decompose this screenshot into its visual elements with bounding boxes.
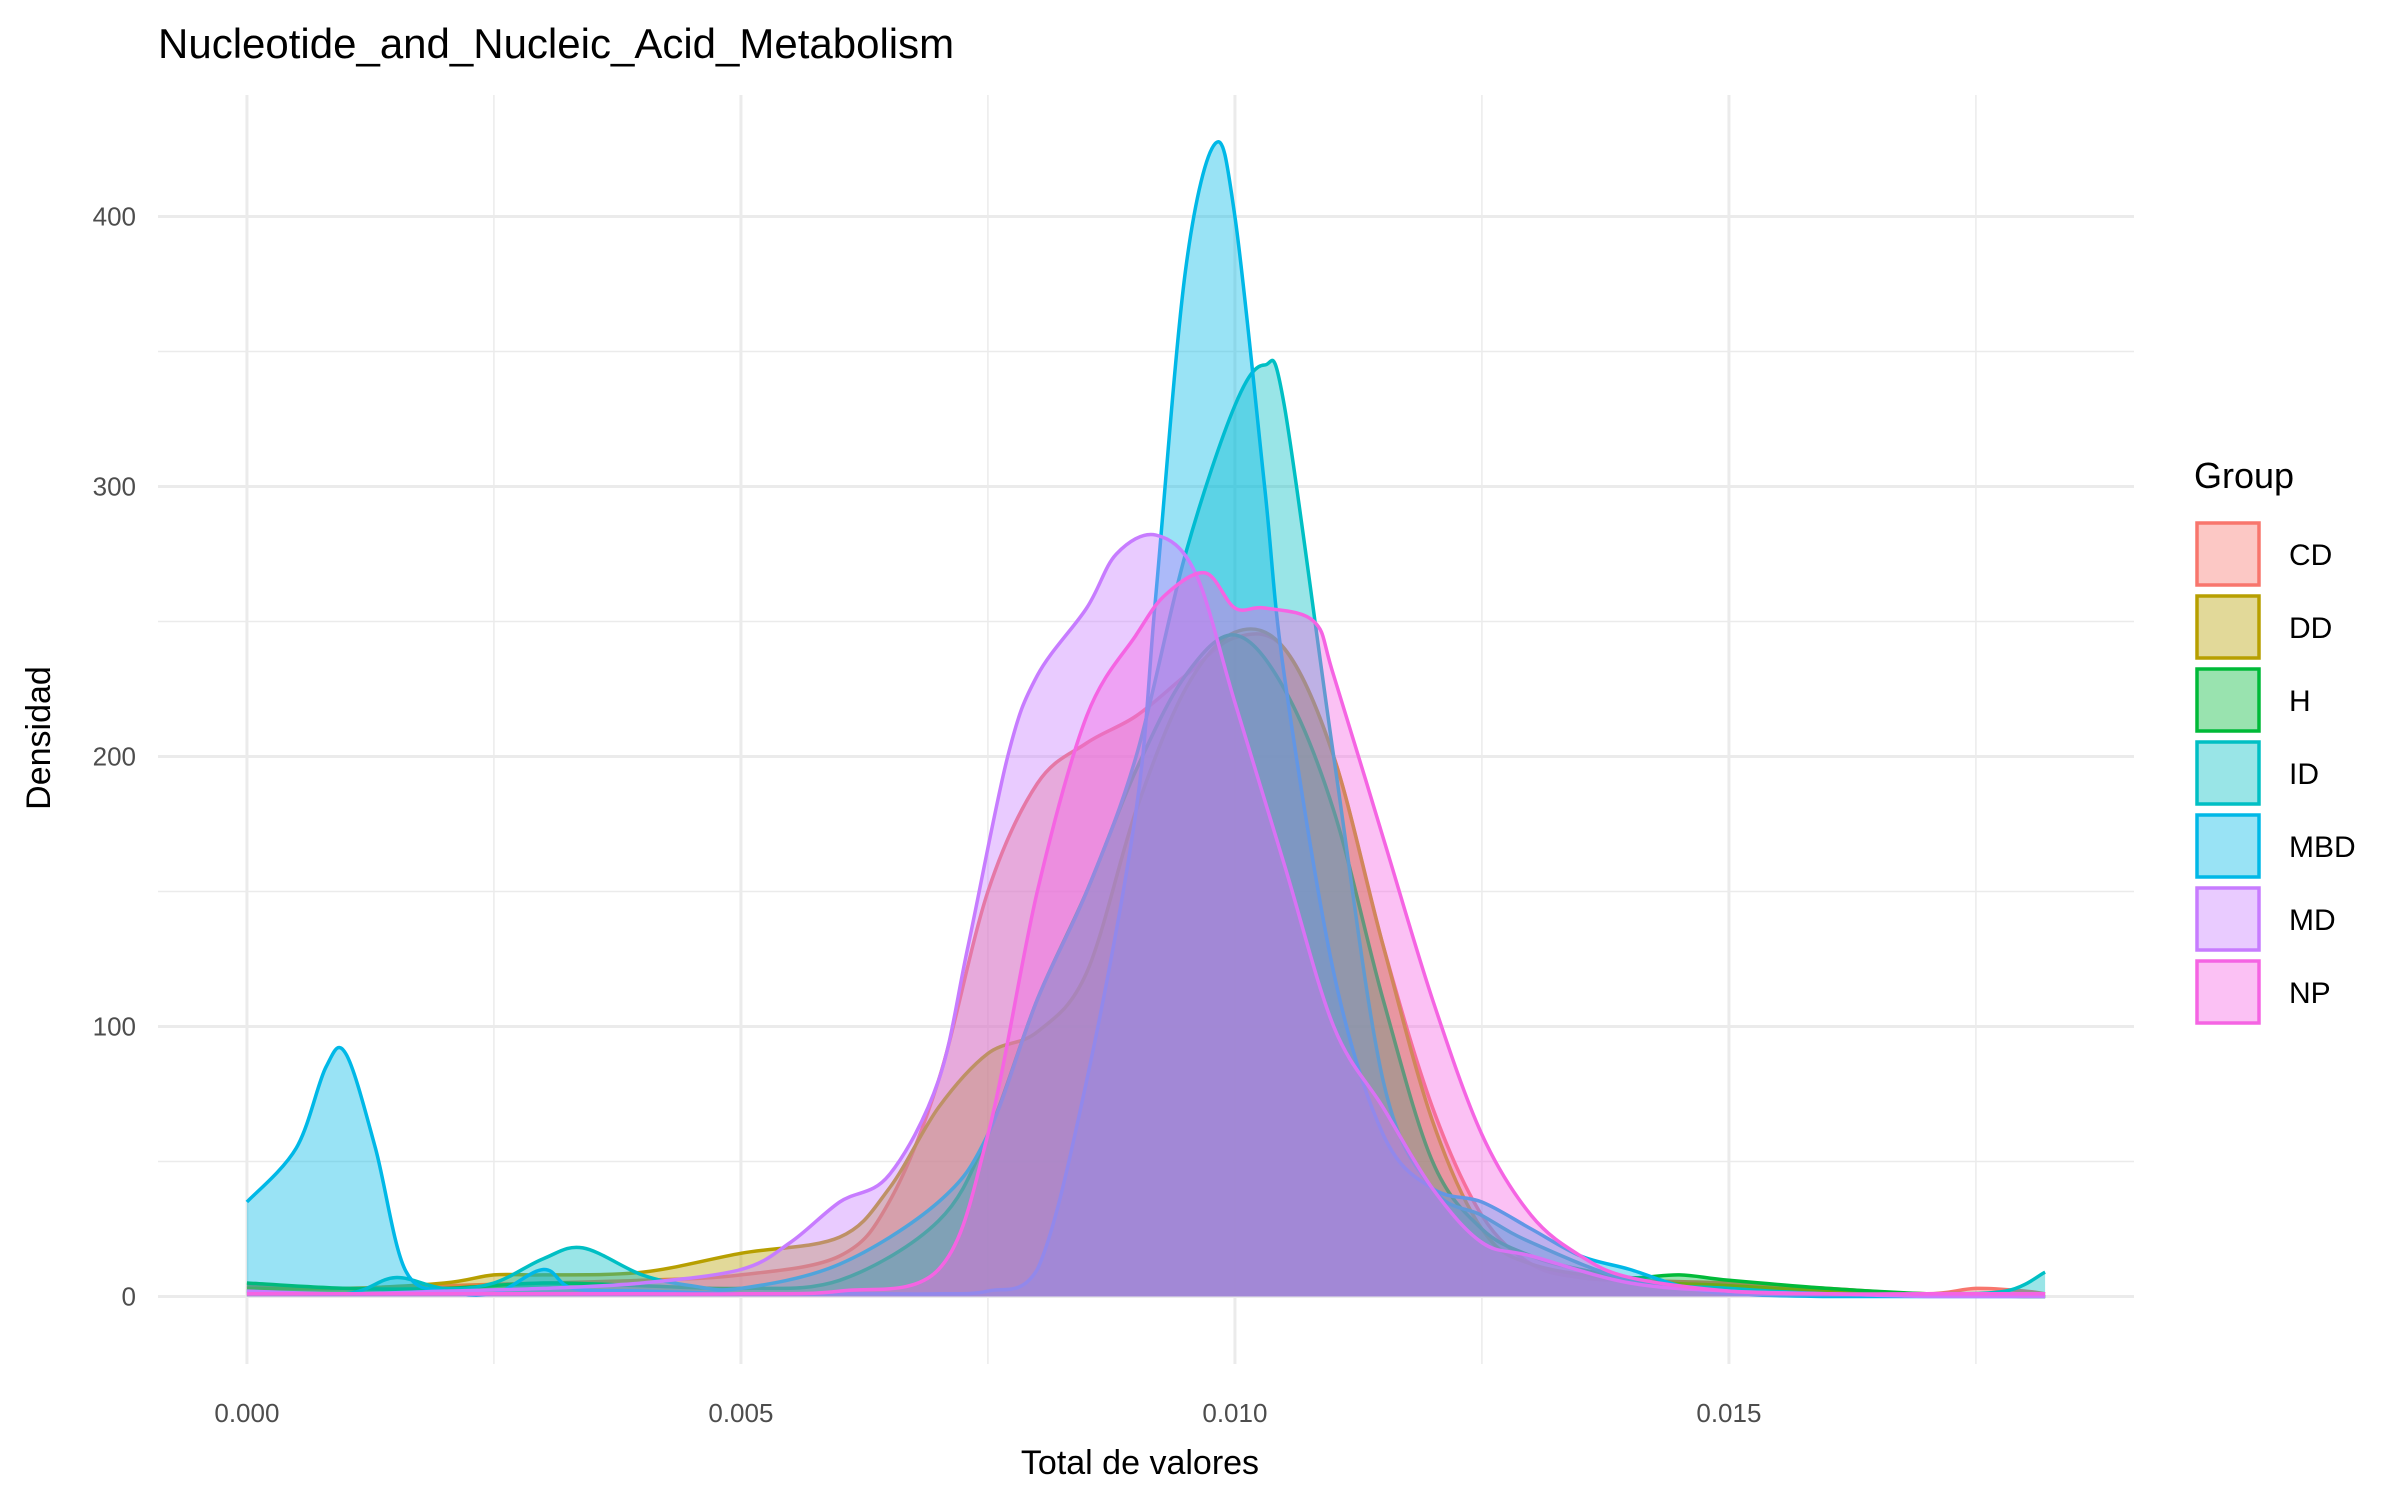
legend-item-mbd: MBD: [2195, 813, 2356, 879]
legend-key-swatch: [2195, 813, 2261, 879]
legend-key-bg: [2195, 667, 2261, 733]
y-tick-labels: 0 100 200 300 400: [93, 202, 136, 1312]
legend-item-dd: DD: [2195, 594, 2332, 660]
x-tick-label: 0.000: [214, 1398, 279, 1428]
y-tick-label: 200: [93, 742, 136, 772]
density-area-h: [246, 634, 2046, 1297]
series-cd: [246, 632, 2046, 1297]
density-area-mbd: [246, 141, 2046, 1297]
legend-items: CD DD H ID MBD MD NP: [2195, 521, 2356, 1025]
legend-label: H: [2289, 685, 2311, 718]
legend-item-id: ID: [2195, 740, 2319, 806]
density-area-id: [246, 360, 2046, 1297]
density-line-np: [246, 571, 2046, 1296]
legend-label: MD: [2289, 904, 2336, 937]
legend-label: CD: [2289, 539, 2332, 572]
legend-label: MBD: [2289, 831, 2356, 864]
legend-key-bg: [2195, 886, 2261, 952]
y-tick-label: 400: [93, 202, 136, 232]
density-area-dd: [246, 628, 2046, 1297]
legend: Group CD DD H ID MBD MD NP: [2194, 455, 2356, 1025]
x-tick-label: 0.010: [1202, 1398, 1267, 1428]
legend-key-bg: [2195, 959, 2261, 1025]
series-md: [246, 532, 2046, 1299]
legend-key-bg: [2195, 813, 2261, 879]
chart-title: Nucleotide_and_Nucleic_Acid_Metabolism: [158, 20, 954, 67]
legend-key-bg: [2195, 594, 2261, 660]
legend-item-cd: CD: [2195, 521, 2332, 587]
legend-item-h: H: [2195, 667, 2311, 733]
legend-label: ID: [2289, 758, 2319, 791]
grid-minor: [158, 95, 2134, 1364]
legend-key-swatch: [2195, 667, 2261, 733]
y-tick-label: 100: [93, 1012, 136, 1042]
density-area-cd: [246, 633, 2046, 1297]
x-tick-label: 0.015: [1696, 1398, 1761, 1428]
y-axis-title: Densidad: [20, 666, 58, 810]
density-line-cd: [246, 632, 2046, 1296]
legend-key-swatch: [2195, 521, 2261, 587]
legend-item-np: NP: [2195, 959, 2331, 1025]
density-line-md: [246, 532, 2046, 1299]
legend-key-swatch: [2195, 740, 2261, 806]
legend-label: NP: [2289, 977, 2331, 1010]
legend-key-swatch: [2195, 886, 2261, 952]
x-tick-labels: 0.000 0.005 0.010 0.015: [214, 1398, 1761, 1428]
legend-label: DD: [2289, 612, 2332, 645]
y-tick-label: 0: [122, 1282, 136, 1312]
density-area-np: [246, 572, 2046, 1297]
series-np: [246, 571, 2046, 1297]
legend-title: Group: [2194, 455, 2294, 496]
x-tick-label: 0.005: [708, 1398, 773, 1428]
legend-item-md: MD: [2195, 886, 2336, 952]
legend-key-bg: [2195, 740, 2261, 806]
series-layer: [245, 140, 2046, 1299]
legend-key-swatch: [2195, 959, 2261, 1025]
legend-key-swatch: [2195, 594, 2261, 660]
grid-major: [158, 95, 2134, 1364]
density-area-md: [246, 534, 2046, 1297]
x-axis-title: Total de valores: [1021, 1444, 1259, 1482]
y-tick-label: 300: [93, 472, 136, 502]
legend-key-bg: [2195, 521, 2261, 587]
